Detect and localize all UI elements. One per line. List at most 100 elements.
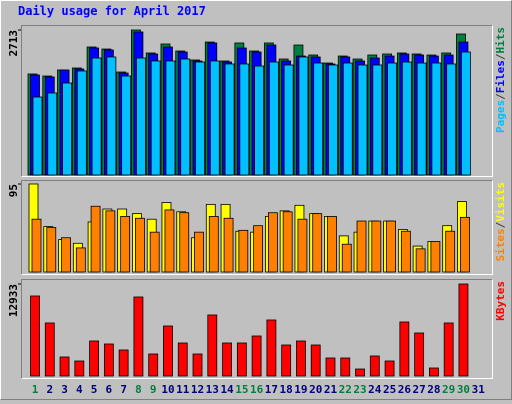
bar — [341, 243, 352, 273]
bar — [31, 218, 42, 273]
bar — [75, 247, 86, 273]
bar — [458, 283, 469, 377]
legend: Pages/Files/Hits — [494, 27, 507, 133]
bar — [400, 230, 411, 273]
x-tick-label: 22 — [339, 383, 352, 396]
bar — [59, 356, 70, 377]
bar — [46, 227, 57, 273]
bar — [76, 70, 87, 176]
bar — [429, 367, 439, 377]
x-tick-label: 20 — [309, 383, 322, 396]
x-tick-label: 7 — [120, 383, 127, 396]
panel-edge-dark — [21, 25, 493, 177]
bar — [74, 360, 85, 377]
bar — [47, 92, 58, 176]
x-tick-label: 2 — [46, 383, 53, 396]
x-tick-label: 14 — [220, 383, 234, 396]
bar — [133, 296, 144, 377]
bar — [150, 60, 161, 176]
bar — [192, 353, 203, 377]
bar — [355, 368, 365, 377]
bar — [164, 209, 175, 273]
bar — [342, 62, 353, 176]
x-tick-label: 24 — [368, 383, 382, 396]
bar — [399, 321, 410, 377]
bar — [416, 62, 427, 176]
x-tick-label: 17 — [265, 383, 278, 396]
bar — [386, 220, 396, 273]
bar — [460, 216, 470, 273]
x-tick-label: 19 — [294, 383, 307, 396]
bar — [62, 82, 72, 176]
panel-edge-dark — [21, 180, 493, 275]
bar — [371, 220, 382, 273]
bar — [89, 340, 99, 377]
x-tick-label: 1 — [32, 383, 39, 396]
x-tick-label: 9 — [150, 383, 157, 396]
x-tick-label: 15 — [235, 383, 248, 396]
x-tick-label: 13 — [206, 383, 219, 396]
bar — [443, 322, 454, 377]
bar — [236, 342, 247, 377]
panel-edge-dark — [21, 279, 493, 379]
bar — [430, 241, 441, 273]
bar — [106, 56, 117, 176]
legend: KBytes — [494, 281, 507, 321]
bar — [136, 57, 146, 176]
x-tick-label: 18 — [280, 383, 293, 396]
legend-separator: / — [494, 53, 507, 60]
y-tick-label: 95 — [7, 184, 20, 197]
x-tick-label: 10 — [161, 383, 174, 396]
bar — [91, 57, 102, 176]
chart-title: Daily usage for April 2017 — [18, 4, 206, 18]
bar — [446, 63, 457, 176]
bar — [266, 319, 277, 377]
legend-entry: KBytes — [494, 281, 507, 321]
bar — [282, 211, 293, 273]
x-tick-label: 6 — [106, 383, 113, 396]
legend-entry: Sites — [494, 228, 507, 261]
x-tick-label: 26 — [398, 383, 412, 396]
bar — [135, 217, 145, 273]
bar — [239, 63, 250, 176]
x-tick-label: 21 — [324, 383, 338, 396]
bar — [105, 210, 116, 273]
bar — [297, 218, 308, 273]
x-tick-label: 11 — [176, 383, 190, 396]
bar — [461, 51, 471, 176]
legend-separator: / — [494, 221, 507, 228]
bar — [121, 75, 132, 176]
bar — [431, 62, 442, 176]
legend-separator: / — [494, 93, 507, 100]
y-tick-label: 12933 — [7, 284, 20, 317]
bar — [180, 58, 191, 176]
bar — [283, 64, 294, 176]
bar — [328, 64, 338, 176]
bar — [401, 61, 412, 176]
bar — [384, 360, 395, 377]
bar — [267, 212, 278, 273]
panel-edge-light — [21, 25, 493, 177]
bar — [148, 353, 159, 377]
legend-entry: Files — [494, 60, 507, 93]
bar — [207, 314, 218, 377]
x-tick-label: 29 — [442, 383, 455, 396]
bar — [414, 332, 425, 377]
bar — [163, 325, 173, 377]
bar — [281, 344, 292, 377]
bar — [195, 61, 205, 176]
legend: Sites/Visits — [494, 182, 507, 262]
panel-edge-light — [21, 279, 493, 379]
x-tick-label: 31 — [472, 383, 486, 396]
bar — [296, 340, 306, 377]
bar — [194, 231, 204, 273]
x-tick-label: 30 — [457, 383, 470, 396]
bar — [238, 229, 249, 273]
bar — [312, 213, 323, 273]
x-tick-label: 25 — [383, 383, 396, 396]
bar — [372, 64, 383, 176]
bar — [149, 231, 160, 273]
panel-edge-light — [21, 180, 493, 275]
